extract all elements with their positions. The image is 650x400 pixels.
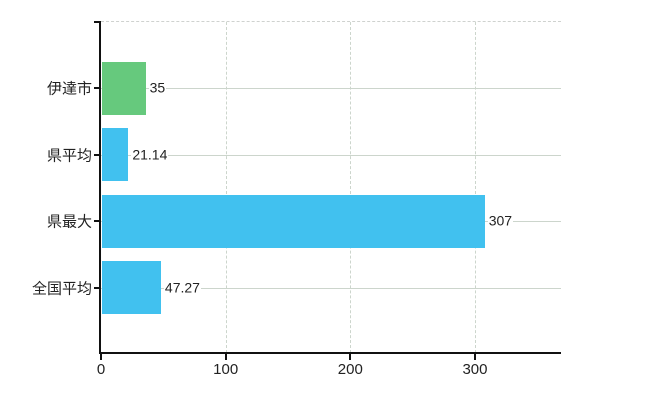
category-label: 県平均 — [46, 147, 92, 165]
category-label: 県最大 — [46, 213, 92, 231]
bar-value-label: 35 — [148, 79, 167, 97]
y-axis-top-tick — [94, 21, 101, 23]
x-axis — [99, 352, 561, 354]
x-tick — [100, 354, 102, 360]
x-tick-label: 0 — [96, 361, 106, 378]
v-gridline — [225, 22, 227, 353]
v-gridline — [474, 22, 476, 353]
x-tick-label: 200 — [337, 361, 363, 378]
category-label: 全国平均 — [31, 280, 92, 298]
bar[interactable] — [102, 194, 485, 248]
h-gridline — [101, 154, 561, 156]
plot-top-border — [101, 21, 561, 22]
bar-value-label: 21.14 — [131, 146, 169, 164]
x-tick — [473, 354, 476, 360]
y-axis — [99, 21, 101, 353]
bar-value-label: 307 — [487, 212, 514, 230]
x-tick — [224, 354, 227, 360]
h-gridline — [101, 287, 561, 289]
x-tick — [349, 354, 352, 360]
category-tick — [94, 87, 101, 90]
bar-value-label: 47.27 — [163, 279, 201, 296]
bar[interactable] — [102, 128, 129, 182]
v-gridline — [350, 22, 352, 353]
category-tick — [94, 153, 101, 156]
category-tick — [94, 286, 101, 289]
h-gridline — [101, 88, 561, 90]
category-tick — [94, 220, 101, 223]
x-tick-label: 300 — [462, 361, 488, 378]
bar[interactable] — [102, 261, 161, 315]
category-label: 伊達市 — [46, 80, 92, 98]
bar[interactable] — [102, 61, 146, 115]
x-tick-label: 100 — [213, 361, 239, 378]
